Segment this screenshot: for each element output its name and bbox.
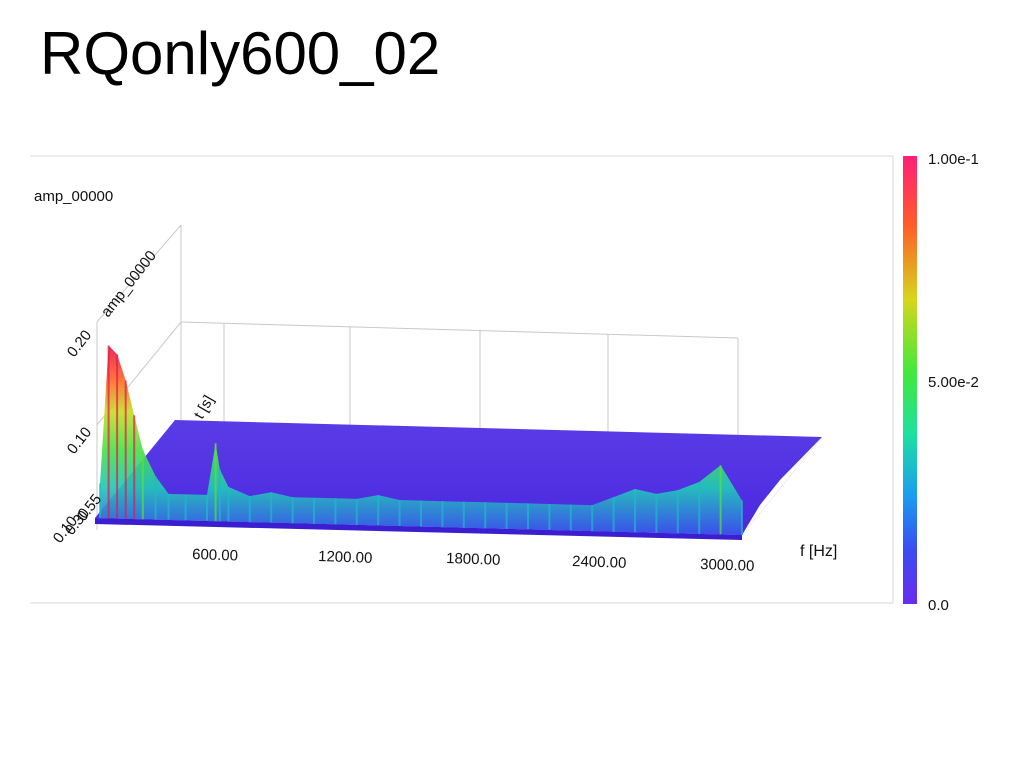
slide-title: RQonly600_02	[40, 20, 441, 87]
x-tick-label-600: 600.00	[192, 546, 238, 565]
z-tick-label-0.20: 0.20	[64, 327, 95, 360]
x-axis-label: f [Hz]	[800, 543, 837, 560]
colorbar-label-min: 0.0	[928, 597, 949, 614]
x-tick-label-2400: 2400.00	[572, 553, 627, 572]
colorbar	[903, 156, 917, 604]
colorbar-label-mid: 5.00e-2	[928, 374, 979, 391]
z-axis-label: amp_00000	[98, 248, 160, 321]
spectral-peaks	[99, 345, 743, 535]
t-axis-label: t [s]	[191, 393, 218, 422]
x-tick-label-3000: 3000.00	[700, 556, 755, 575]
colorbar-label-max: 1.00e-1	[928, 151, 979, 168]
z-tick-label-0.10: 0.10	[64, 424, 95, 457]
panel-title: amp_00000	[34, 188, 113, 205]
surface-right-face	[742, 437, 822, 535]
surface-front-edge	[95, 518, 742, 540]
x-tick-label-1200: 1200.00	[318, 548, 373, 567]
x-tick-label-1800: 1800.00	[446, 550, 501, 569]
